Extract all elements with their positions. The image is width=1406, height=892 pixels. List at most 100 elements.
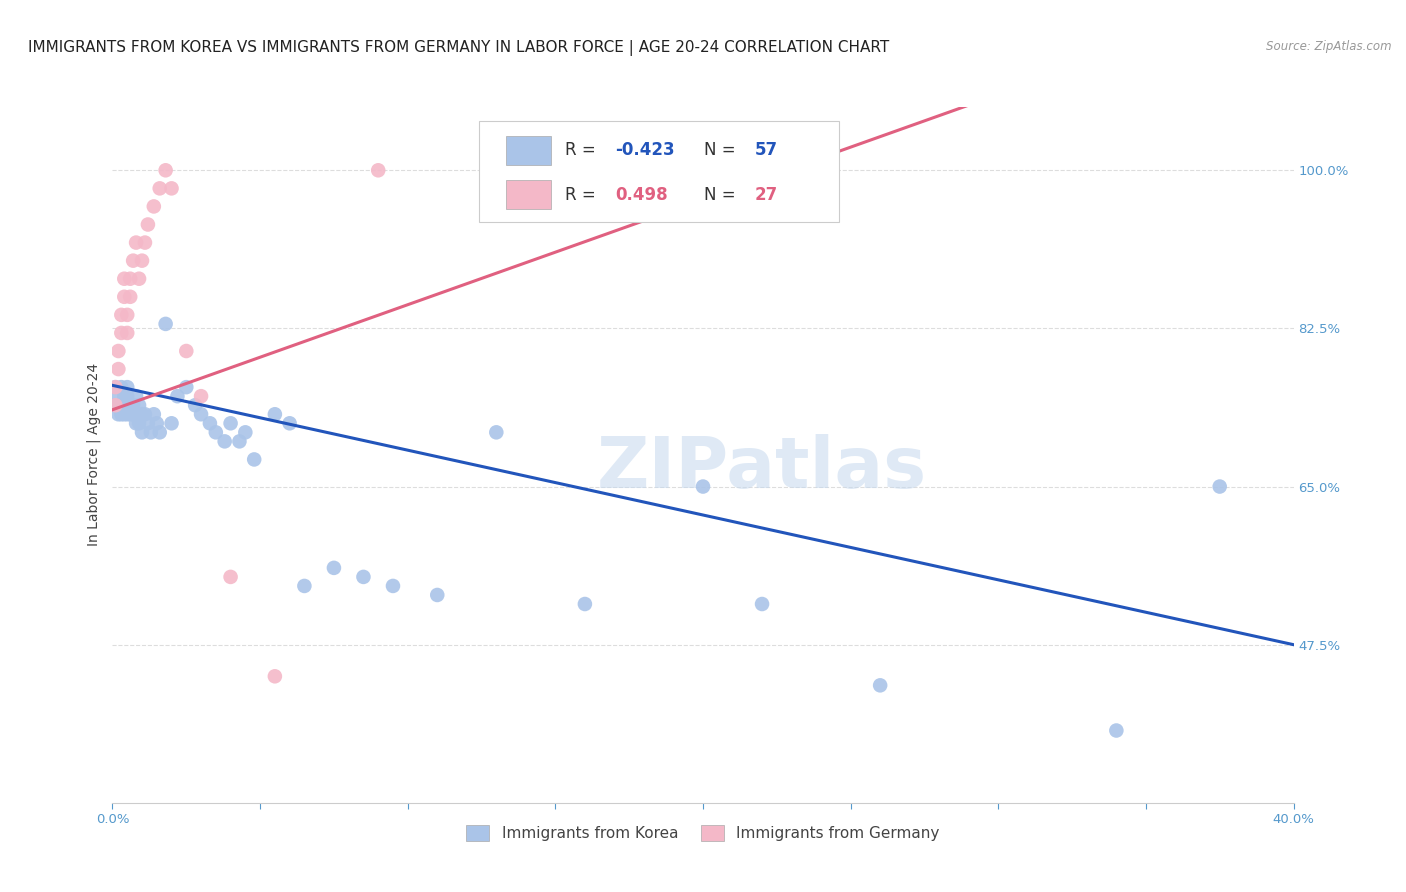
Text: 57: 57 — [755, 141, 778, 160]
Point — [574, 597, 596, 611]
Point — [110, 398, 132, 412]
Point — [160, 417, 183, 431]
Point — [112, 389, 135, 403]
Point — [122, 398, 145, 412]
Point — [149, 181, 172, 195]
Point — [117, 326, 138, 340]
Point — [264, 407, 287, 421]
FancyBboxPatch shape — [478, 121, 839, 222]
Point — [107, 407, 129, 421]
Point — [233, 425, 256, 440]
Point — [278, 417, 301, 431]
Point — [104, 380, 127, 394]
Point — [149, 425, 172, 440]
Point — [112, 290, 135, 304]
Point — [228, 434, 250, 449]
Point — [110, 308, 132, 322]
Point — [190, 389, 212, 403]
Point — [107, 398, 129, 412]
Point — [112, 398, 135, 412]
Point — [125, 235, 148, 250]
Point — [352, 570, 374, 584]
Point — [125, 389, 148, 403]
Text: 27: 27 — [755, 186, 778, 204]
Point — [131, 407, 153, 421]
Point — [104, 398, 127, 412]
Point — [122, 253, 145, 268]
Legend: Immigrants from Korea, Immigrants from Germany: Immigrants from Korea, Immigrants from G… — [460, 819, 946, 847]
Point — [122, 407, 145, 421]
Point — [107, 344, 129, 359]
Point — [869, 678, 891, 692]
Point — [120, 407, 142, 421]
Point — [117, 407, 138, 421]
Point — [367, 163, 389, 178]
Point — [107, 389, 129, 403]
Point — [142, 199, 165, 213]
Point — [110, 407, 132, 421]
Point — [134, 407, 156, 421]
Point — [155, 163, 177, 178]
Text: N =: N = — [704, 141, 741, 160]
Point — [110, 380, 132, 394]
FancyBboxPatch shape — [506, 180, 551, 210]
Point — [128, 398, 150, 412]
Point — [110, 326, 132, 340]
Point — [264, 669, 287, 683]
Point — [198, 417, 221, 431]
Point — [131, 425, 153, 440]
Text: -0.423: -0.423 — [616, 141, 675, 160]
Point — [190, 407, 212, 421]
Point — [120, 290, 142, 304]
Point — [243, 452, 266, 467]
Text: ZIPatlas: ZIPatlas — [598, 434, 927, 503]
Point — [214, 434, 236, 449]
Point — [292, 579, 315, 593]
Point — [117, 380, 138, 394]
Point — [104, 380, 127, 394]
Text: 0.498: 0.498 — [616, 186, 668, 204]
Point — [120, 398, 142, 412]
Point — [219, 570, 242, 584]
Point — [174, 344, 197, 359]
Point — [117, 308, 138, 322]
Point — [155, 317, 177, 331]
Point — [751, 597, 773, 611]
Point — [128, 417, 150, 431]
FancyBboxPatch shape — [506, 136, 551, 165]
Point — [120, 271, 142, 285]
Point — [426, 588, 449, 602]
Text: R =: R = — [565, 186, 606, 204]
Text: R =: R = — [565, 141, 600, 160]
Point — [219, 417, 242, 431]
Point — [184, 398, 207, 412]
Point — [112, 407, 135, 421]
Point — [112, 271, 135, 285]
Point — [134, 235, 156, 250]
Point — [485, 425, 508, 440]
Point — [136, 417, 159, 431]
Point — [131, 253, 153, 268]
Text: Source: ZipAtlas.com: Source: ZipAtlas.com — [1267, 40, 1392, 54]
Point — [323, 561, 346, 575]
Point — [142, 407, 165, 421]
Point — [160, 181, 183, 195]
Point — [174, 380, 197, 394]
Point — [382, 579, 405, 593]
Text: IMMIGRANTS FROM KOREA VS IMMIGRANTS FROM GERMANY IN LABOR FORCE | AGE 20-24 CORR: IMMIGRANTS FROM KOREA VS IMMIGRANTS FROM… — [28, 40, 890, 56]
Point — [166, 389, 188, 403]
Point — [107, 362, 129, 376]
Point — [136, 218, 159, 232]
Point — [1105, 723, 1128, 738]
Point — [104, 398, 127, 412]
Point — [139, 425, 162, 440]
Y-axis label: In Labor Force | Age 20-24: In Labor Force | Age 20-24 — [87, 363, 101, 547]
Point — [1208, 479, 1232, 493]
Point — [205, 425, 228, 440]
Point — [125, 417, 148, 431]
Point — [128, 271, 150, 285]
Point — [117, 389, 138, 403]
Text: N =: N = — [704, 186, 741, 204]
Point — [692, 479, 714, 493]
Point — [146, 417, 169, 431]
